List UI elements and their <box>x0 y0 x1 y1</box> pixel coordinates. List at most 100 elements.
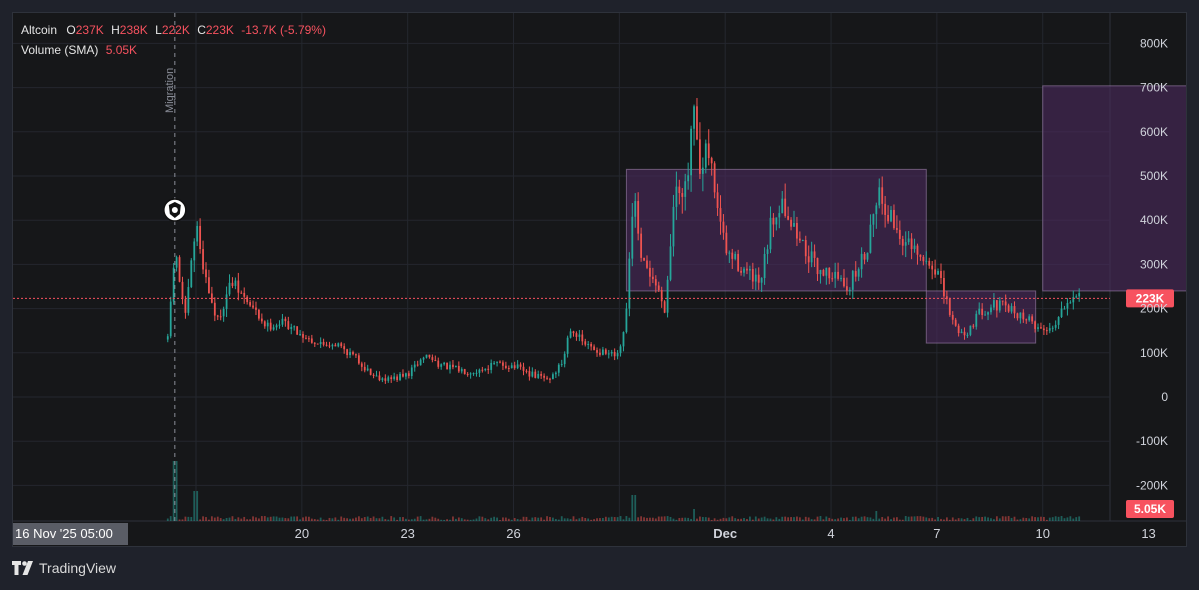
volume-bar <box>534 517 537 521</box>
candle-body <box>872 214 875 225</box>
tradingview-brand: TradingView <box>39 560 117 576</box>
candle-body <box>940 271 942 278</box>
candle-body <box>666 279 669 313</box>
volume-bar <box>419 516 422 521</box>
candle-body <box>416 364 419 366</box>
candle-body <box>243 292 246 297</box>
candle-body <box>528 371 531 377</box>
candle-body <box>205 269 207 278</box>
candle-body <box>981 308 984 316</box>
volume-bar <box>1037 517 1039 521</box>
volume-bar <box>754 516 757 521</box>
volume-bar <box>372 516 375 521</box>
candle-body <box>757 274 760 283</box>
volume-bar <box>728 517 731 521</box>
volume-bar <box>296 516 299 521</box>
volume-bar <box>634 495 637 521</box>
volume-bar <box>1034 517 1036 521</box>
y-tick-label: 400K <box>1140 213 1168 227</box>
volume-bar <box>240 518 243 521</box>
candlestick-chart[interactable]: Migration 223K 5.05K 800K 700K 600K 500K 400K… <box>13 13 1186 546</box>
volume-bar <box>504 517 507 521</box>
volume-bar <box>681 517 684 521</box>
x-tick-label: 7 <box>933 526 940 541</box>
volume-bar <box>322 519 325 521</box>
lion-eye <box>171 207 178 213</box>
volume-bar <box>1051 517 1054 521</box>
candle-body <box>393 376 396 380</box>
candle-body <box>275 325 278 328</box>
volume-bar <box>469 519 472 521</box>
candle-body <box>263 321 266 327</box>
candle-body <box>322 342 325 345</box>
volume-bar <box>349 518 351 521</box>
volume-bar <box>446 519 448 521</box>
volume-bar <box>643 517 645 521</box>
candle-body <box>496 361 498 363</box>
candle-body <box>472 373 475 375</box>
candle-body <box>913 245 916 250</box>
candle-body <box>1066 302 1069 309</box>
volume-bar <box>522 516 525 521</box>
volume-bar <box>219 518 222 521</box>
x-tick-label: 26 <box>506 526 520 541</box>
volume-bar <box>325 519 328 521</box>
candle-body <box>563 353 566 365</box>
volume-bar <box>663 516 666 521</box>
x-tick-label: Dec <box>713 526 737 541</box>
volume-bar <box>287 518 290 521</box>
volume-bar <box>237 517 240 521</box>
volume-bar <box>278 517 281 521</box>
x-tick-label: 10 <box>1035 526 1049 541</box>
start-date-label: 16 Nov '25 05:00 <box>15 526 113 541</box>
volume-bar <box>572 516 575 521</box>
candle-body <box>716 192 719 209</box>
candle-body <box>916 245 919 255</box>
candle-body <box>813 251 816 258</box>
candles <box>166 97 1081 384</box>
candle-body <box>854 271 857 277</box>
candle-body <box>978 308 981 314</box>
x-tick-label: 13 <box>1141 526 1155 541</box>
volume-bar <box>1031 516 1034 521</box>
candle-body <box>607 353 610 355</box>
candle-body <box>945 296 948 300</box>
candle-body <box>866 252 869 260</box>
candle-body <box>807 256 810 263</box>
candle-body <box>531 371 534 377</box>
candle-body <box>469 373 472 375</box>
volume-bar <box>422 519 425 521</box>
volume-bar <box>475 518 478 521</box>
symbol-name[interactable]: Altcoin <box>21 23 58 37</box>
volume-bar <box>893 517 895 521</box>
volume-bar <box>743 517 745 521</box>
candle-body <box>1037 327 1039 329</box>
volume-bar <box>781 516 784 521</box>
volume-bar <box>978 517 981 521</box>
candle-body <box>190 260 193 288</box>
candle-body <box>1022 312 1025 320</box>
volume-bar <box>554 518 557 521</box>
volume-bar <box>757 518 760 521</box>
candle-body <box>651 276 654 280</box>
volume-bar <box>440 519 443 521</box>
candle-body <box>878 187 881 206</box>
tradingview-footer[interactable]: TradingView <box>12 560 116 576</box>
volume-bar <box>528 519 531 521</box>
high-label: H <box>111 23 120 37</box>
volume-bar <box>231 516 234 521</box>
candle-body <box>701 167 704 174</box>
volume-bar <box>631 495 634 521</box>
volume-bar <box>1078 516 1081 521</box>
volume-bar <box>366 516 369 521</box>
candle-body <box>587 343 590 345</box>
volume-bar <box>998 518 1001 521</box>
volume-bar <box>337 519 340 521</box>
candle-body <box>669 246 672 280</box>
change-value: -13.7K (-5.79%) <box>241 23 326 37</box>
candle-body <box>402 373 404 377</box>
volume-bar <box>831 518 834 521</box>
volume-bar <box>590 519 593 521</box>
chart-frame[interactable]: Migration 223K 5.05K 800K 700K 600K 500K 400K… <box>12 12 1187 547</box>
volume-label[interactable]: Volume (SMA) <box>21 43 99 57</box>
